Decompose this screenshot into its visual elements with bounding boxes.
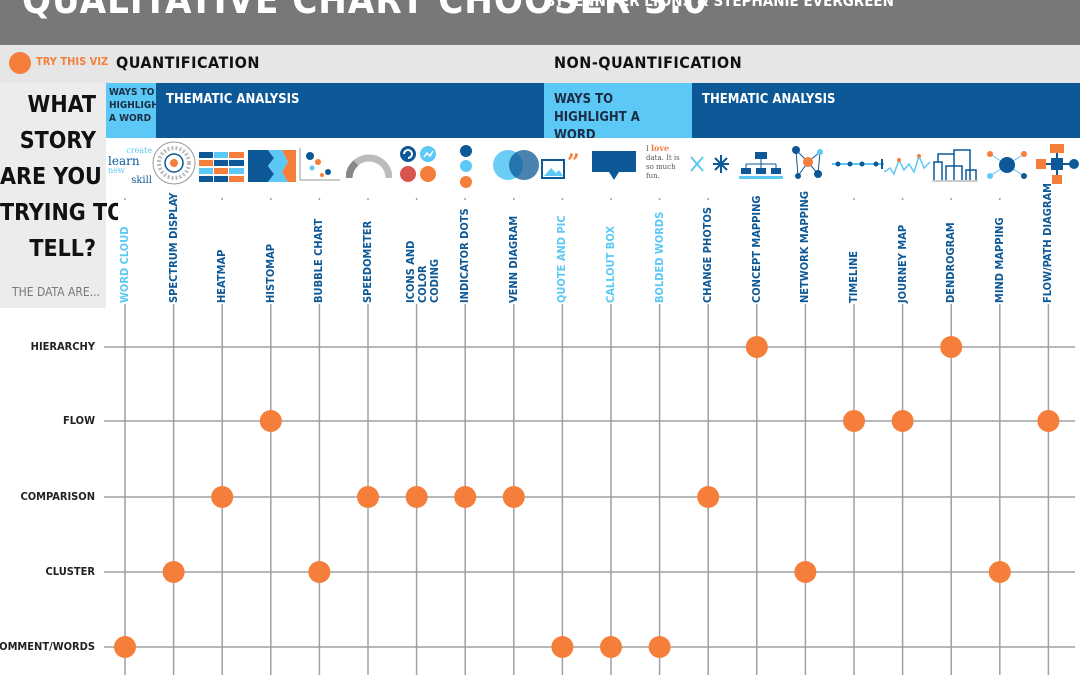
quote-and-pic-icon: ” — [541, 150, 580, 179]
column-label-spectrum-display: SPECTRUM DISPLAY — [166, 192, 180, 303]
mind-mapping-icon — [987, 151, 1027, 179]
dot-flow-flow-path-diagram — [1037, 410, 1060, 432]
story-line-3: ARE YOU — [0, 164, 102, 190]
band-ways-to-highlight-2: WAYS TO HIGHLIGHT A WORD — [544, 83, 692, 138]
dot-flow-histomap — [259, 410, 282, 432]
byline: BY JENNIFER LYONS & STEPHANIE EVERGREEN — [545, 0, 894, 10]
dot-cluster-network-mapping — [794, 561, 817, 583]
dot-comparison-indicator-dots — [454, 486, 477, 508]
band-ways-label-2: WAYS TO HIGHLIGHT A WORD — [554, 92, 640, 138]
story-question-box — [0, 83, 106, 308]
dot-comment-words-bolded-words — [648, 636, 671, 658]
dot-comment-words-quote-and-pic — [551, 636, 574, 658]
data-are-label: THE DATA ARE... — [12, 285, 100, 299]
row-label-comment-words: COMMENT/WORDS — [0, 640, 95, 653]
callout-box-icon — [592, 151, 636, 180]
column-label-change-photos: CHANGE PHOTOS — [701, 206, 715, 303]
journey-map-icon — [884, 153, 931, 176]
band-thematic-1: THEMATIC ANALYSIS — [156, 83, 544, 138]
dot-comment-words-word-cloud — [114, 636, 136, 658]
column-label-network-mapping: NETWORK MAPPING — [798, 191, 812, 303]
dot-hierarchy-dendrogram — [940, 336, 963, 358]
column-label-bolded-words: BOLDED WORDS — [652, 211, 666, 303]
venn-diagram-icon — [493, 150, 539, 180]
dot-cluster-mind-mapping — [988, 561, 1011, 583]
bubble-chart-icon — [299, 148, 340, 181]
indicator-dots-icon — [460, 145, 472, 188]
column-label-indicator-dots: INDICATOR DOTS — [458, 208, 472, 303]
band-ways-label-1: WAYS TO HIGHLIGHT A WORD — [109, 87, 156, 124]
column-label-concept-mapping: CONCEPT MAPPING — [749, 195, 763, 303]
dot-hierarchy-concept-mapping — [745, 336, 768, 358]
story-line-4: TRYING TO — [0, 200, 125, 226]
column-label-callout-box: CALLOUT BOX — [604, 226, 617, 303]
dot-comment-words-callout-box — [600, 636, 622, 658]
column-label-speedometer: SPEEDOMETER — [361, 220, 374, 303]
legend-label: TRY THIS VIZ — [36, 55, 109, 68]
group-header-bar — [0, 45, 1080, 83]
spectrum-display-icon — [152, 141, 196, 185]
viz-icon-strip: create learn new skill — [106, 138, 1080, 198]
column-label-dendrogram: DENDROGRAM — [944, 222, 958, 303]
row-label-hierarchy: HIERARCHY — [30, 340, 95, 353]
title-bar: QUALITATIVE CHART CHOOSER 3.0 BY JENNIFE… — [0, 0, 1080, 45]
dot-flow-timeline — [843, 410, 865, 432]
band-thematic-label-2: THEMATIC ANALYSIS — [702, 92, 836, 107]
page-title: QUALITATIVE CHART CHOOSER 3.0 — [22, 0, 708, 22]
band-ways-to-highlight-1: WAYS TO HIGHLIGHT A WORD — [106, 83, 156, 138]
band-thematic-2: THEMATIC ANALYSIS — [692, 83, 1080, 138]
group-label-non-quantification: NON-QUANTIFICATION — [554, 53, 743, 72]
column-label-quote-and-pic: QUOTE AND PIC — [555, 215, 569, 303]
dot-comparison-change-photos — [697, 486, 720, 508]
column-label-venn-diagram: VENN DIAGRAM — [506, 215, 520, 303]
dot-cluster-spectrum-display — [162, 561, 185, 583]
column-label-icons-and-color-coding: ICONS AND COLOR CODING — [403, 240, 441, 303]
timeline-icon — [832, 159, 884, 169]
svg-text:”: ” — [567, 150, 580, 176]
column-label-timeline: TIMELINE — [847, 250, 860, 303]
concept-mapping-icon — [739, 152, 783, 179]
group-label-quantification: QUANTIFICATION — [116, 53, 260, 72]
column-label-word-cloud: WORD CLOUD — [118, 226, 131, 303]
column-label-journey-map: JOURNEY MAP — [895, 224, 909, 303]
column-label-flow-path-diagram: FLOW/PATH DIAGRAM — [1041, 183, 1055, 303]
row-label-flow: FLOW — [62, 414, 95, 427]
dot-comparison-venn-diagram — [502, 486, 525, 508]
dot-comparison-icons-and-color-coding — [405, 486, 428, 508]
histomap-icon — [248, 150, 296, 182]
dendrogram-icon — [932, 149, 978, 182]
heatmap-icon — [199, 152, 244, 182]
flow-path-diagram-icon — [1036, 144, 1079, 184]
story-line-2: STORY — [19, 128, 96, 154]
bolded-words-icon: I love data. It is so much fun. — [646, 143, 680, 181]
column-label-histomap: HISTOMAP — [263, 243, 277, 303]
speedometer-icon — [346, 154, 392, 179]
network-mapping-icon — [792, 146, 823, 179]
column-label-mind-mapping: MIND MAPPING — [992, 217, 1006, 303]
dot-comparison-heatmap — [211, 486, 234, 508]
change-photos-icon — [690, 155, 729, 173]
row-label-comparison: COMPARISON — [20, 490, 95, 503]
band-thematic-label-1: THEMATIC ANALYSIS — [166, 92, 300, 107]
story-line-1: WHAT — [27, 92, 97, 118]
column-label-bubble-chart: BUBBLE CHART — [312, 218, 326, 303]
dot-comparison-speedometer — [357, 486, 379, 508]
dot-flow-journey-map — [891, 410, 914, 432]
legend-dot-icon — [9, 52, 31, 74]
story-line-5: TELL? — [29, 236, 96, 262]
word-cloud-icon: create learn new skill — [108, 146, 152, 186]
column-label-heatmap: HEATMAP — [215, 249, 229, 303]
dot-cluster-bubble-chart — [308, 561, 331, 583]
icons-color-coding-icon — [400, 146, 436, 182]
row-label-cluster: CLUSTER — [45, 565, 95, 578]
